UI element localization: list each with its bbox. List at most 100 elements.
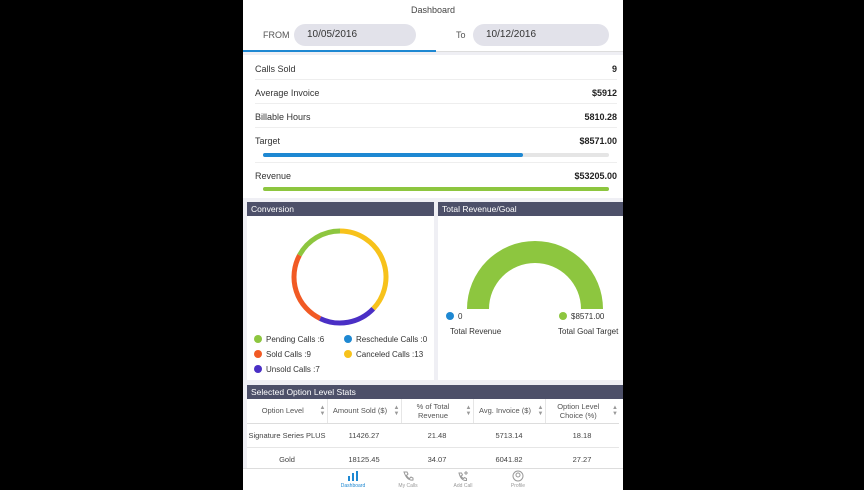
cell-amount-sold: 18125.45 [327, 447, 401, 472]
cell-amount-sold: 11426.27 [327, 423, 401, 448]
total-revenue-label: Total Revenue [450, 327, 502, 336]
legend-dot [446, 312, 454, 320]
date-range-bar: FROM 10/05/2016 To 10/12/2016 [243, 20, 623, 52]
legend-unsold-calls: Unsold Calls :7 [254, 365, 320, 374]
sort-icon: ▲ ▼ [393, 405, 400, 417]
column-header-amount-sold[interactable]: Amount Sold ($) ▲ ▼ [326, 399, 401, 424]
phone-icon [403, 471, 414, 481]
column-header-option-level[interactable]: Option Level ▲ ▼ [247, 399, 327, 424]
tab-my-calls[interactable]: My Calls [378, 470, 438, 489]
active-date-indicator [243, 50, 436, 52]
from-date-field[interactable]: 10/05/2016 [294, 24, 416, 46]
total-goal-value: $8571.00 [559, 312, 604, 321]
legend-pending-calls: Pending Calls :6 [254, 335, 324, 344]
tab-label: Add Call [453, 483, 473, 489]
target-label: Target [255, 136, 281, 146]
cell-avg-invoice: 5713.14 [473, 423, 545, 448]
conversion-donut-chart [291, 228, 389, 326]
divider [255, 162, 617, 163]
cell-avg-invoice: 6041.82 [473, 447, 545, 472]
donut-segment [291, 254, 322, 321]
option-level-stats: Selected Option Level Stats Option Level… [247, 385, 623, 490]
tab-label: Dashboard [340, 483, 366, 489]
header-label: Avg. Invoice ($) [479, 406, 531, 416]
legend-reschedule-calls: Reschedule Calls :0 [344, 335, 427, 344]
legend-dot [344, 335, 352, 343]
bottom-tab-bar: Dashboard My Calls Add Call Profile [243, 468, 623, 490]
summary-card: Calls Sold 9 Average Invoice $5912 Billa… [243, 55, 623, 198]
header-label: Option Level [261, 406, 304, 416]
column-header-percent-revenue[interactable]: % of Total Revenue ▲ ▼ [400, 399, 473, 424]
page-title: Dashboard [410, 5, 456, 15]
divider [255, 127, 617, 128]
legend-sold-calls: Sold Calls :9 [254, 350, 311, 359]
legend-dot [344, 350, 352, 358]
sort-icon: ▲ ▼ [319, 405, 326, 417]
average-invoice-value: $5912 [591, 88, 617, 98]
revenue-goal-title: Total Revenue/Goal [438, 202, 623, 216]
chart-icon [348, 471, 358, 481]
calls-sold-value: 9 [611, 64, 617, 74]
legend-dot [254, 335, 262, 343]
dashboard-app: Dashboard FROM 10/05/2016 To 10/12/2016 … [243, 0, 623, 490]
legend-label: Sold Calls :9 [266, 350, 311, 359]
stats-title: Selected Option Level Stats [247, 385, 623, 399]
legend-label: Reschedule Calls :0 [356, 335, 428, 344]
legend-dot [254, 350, 262, 358]
tab-label: My Calls [398, 483, 418, 489]
revenue-progress-fill [263, 187, 609, 191]
total-goal-label: Total Goal Target [558, 327, 619, 336]
header-label: Option Level Choice (%) [557, 401, 600, 420]
legend-label: Canceled Calls :13 [356, 350, 424, 359]
tab-profile[interactable]: Profile [488, 470, 548, 489]
divider [255, 103, 617, 104]
from-label: FROM [263, 30, 290, 40]
revenue-label: Revenue [255, 171, 292, 181]
cell-percent-revenue: 21.48 [401, 423, 473, 448]
target-progress-fill [263, 153, 523, 157]
target-row: Target $8571.00 [255, 136, 617, 146]
target-progress-bar [263, 153, 609, 157]
to-date-field[interactable]: 10/12/2016 [473, 24, 609, 46]
sort-icon: ▲ ▼ [537, 405, 544, 417]
billable-hours-value: 5810.28 [584, 112, 617, 122]
table-row: Gold 18125.45 34.07 6041.82 27.27 [247, 447, 619, 472]
average-invoice-row: Average Invoice $5912 [255, 88, 617, 98]
conversion-panel: Conversion Pending Calls :6 Reschedule C… [247, 202, 434, 380]
legend-dot [559, 312, 567, 320]
divider [255, 79, 617, 80]
legend-label: 0 [458, 312, 463, 321]
table-row: Signature Series PLUS 11426.27 21.48 571… [247, 423, 619, 448]
nav-bar: Dashboard [243, 0, 623, 20]
legend-canceled-calls: Canceled Calls :13 [344, 350, 423, 359]
goal-gauge-arc [467, 241, 603, 309]
revenue-progress-bar [263, 187, 609, 191]
column-header-avg-invoice[interactable]: Avg. Invoice ($) ▲ ▼ [472, 399, 545, 424]
header-label: Amount Sold ($) [332, 406, 388, 416]
calls-sold-row: Calls Sold 9 [255, 64, 617, 74]
billable-hours-label: Billable Hours [255, 112, 311, 122]
revenue-goal-panel: Total Revenue/Goal 0 Total Revenue $8571… [438, 202, 623, 380]
donut-segment [339, 228, 389, 311]
legend-dot [254, 365, 262, 373]
profile-icon [512, 470, 524, 482]
table-header-row: Option Level ▲ ▼ Amount Sold ($) ▲ ▼ % of To… [247, 399, 619, 424]
average-invoice-label: Average Invoice [255, 88, 320, 98]
billable-hours-row: Billable Hours 5810.28 [255, 112, 617, 122]
cell-option-choice: 18.18 [545, 423, 619, 448]
cell-option-level: Gold [247, 447, 327, 472]
target-value: $8571.00 [579, 136, 617, 146]
legend-label: $8571.00 [571, 312, 605, 321]
column-header-option-choice[interactable]: Option Level Choice (%) ▲ ▼ [544, 399, 619, 424]
cell-percent-revenue: 34.07 [401, 447, 473, 472]
revenue-row: Revenue $53205.00 [255, 171, 617, 181]
conversion-title: Conversion [247, 202, 434, 216]
cell-option-level: Signature Series PLUS [247, 423, 327, 448]
header-label: % of Total Revenue [416, 401, 450, 420]
revenue-goal-gauge [467, 241, 603, 309]
tab-dashboard[interactable]: Dashboard [323, 470, 383, 489]
revenue-value: $53205.00 [574, 171, 617, 181]
add-call-icon [458, 471, 468, 482]
total-revenue-value: 0 [446, 312, 462, 321]
tab-add-call[interactable]: Add Call [433, 470, 493, 489]
